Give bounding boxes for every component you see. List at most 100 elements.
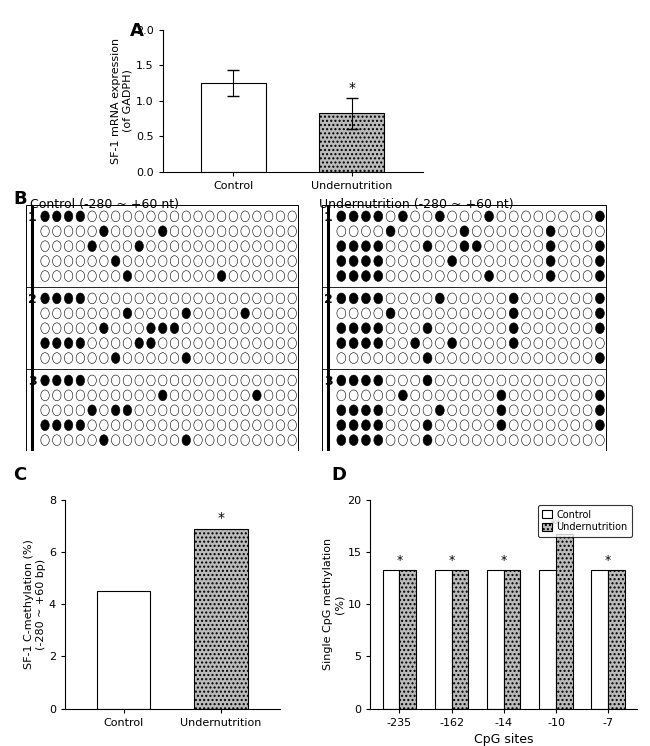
Ellipse shape [398,211,408,222]
Ellipse shape [595,271,604,281]
Ellipse shape [349,375,358,386]
Ellipse shape [436,211,444,222]
Ellipse shape [349,271,358,281]
Ellipse shape [53,420,61,430]
Ellipse shape [159,390,167,401]
Ellipse shape [510,323,518,333]
Ellipse shape [337,338,346,348]
Ellipse shape [64,338,73,348]
Ellipse shape [147,338,155,348]
Text: Undernutrition (-280 ~ +60 nt): Undernutrition (-280 ~ +60 nt) [318,198,514,210]
Bar [399,570,416,709]
Text: 3: 3 [28,375,36,388]
Ellipse shape [64,293,73,304]
Ellipse shape [595,256,604,266]
Ellipse shape [398,390,408,401]
Ellipse shape [546,271,555,281]
Ellipse shape [159,226,167,236]
Y-axis label: SF-1 C-methylation (%)
(-280 ~ +60 bp): SF-1 C-methylation (%) (-280 ~ +60 bp) [25,539,46,669]
Ellipse shape [374,405,383,416]
Ellipse shape [374,323,383,333]
Ellipse shape [361,241,370,251]
Ellipse shape [337,256,346,266]
X-axis label: CpG sites: CpG sites [474,733,534,746]
Ellipse shape [53,338,61,348]
Ellipse shape [349,405,358,416]
Text: *: * [605,554,611,567]
Ellipse shape [337,211,346,222]
Ellipse shape [64,420,73,430]
Ellipse shape [182,435,190,445]
Ellipse shape [53,211,61,222]
Ellipse shape [361,293,370,304]
Text: D: D [332,466,346,484]
Ellipse shape [374,338,383,348]
Text: Control (-280 ~ +60 nt): Control (-280 ~ +60 nt) [29,198,179,210]
Ellipse shape [99,323,108,333]
Ellipse shape [374,375,383,386]
Ellipse shape [374,211,383,222]
Ellipse shape [361,256,370,266]
Ellipse shape [159,323,167,333]
Text: C: C [13,466,26,484]
Ellipse shape [99,226,108,236]
Bar [487,570,504,709]
Ellipse shape [546,256,555,266]
Ellipse shape [349,338,358,348]
Ellipse shape [374,293,383,304]
Bar [504,570,521,709]
Ellipse shape [374,241,383,251]
Ellipse shape [241,308,250,319]
Ellipse shape [460,241,469,251]
Ellipse shape [595,293,604,304]
Ellipse shape [88,241,96,251]
Ellipse shape [423,375,432,386]
Text: 2: 2 [324,293,333,306]
Ellipse shape [76,375,85,386]
Ellipse shape [361,211,370,222]
Text: *: * [396,554,402,567]
Ellipse shape [473,241,481,251]
Text: 1: 1 [324,211,333,224]
Ellipse shape [349,323,358,333]
Ellipse shape [361,338,370,348]
Ellipse shape [337,241,346,251]
Ellipse shape [386,308,395,319]
Ellipse shape [41,211,49,222]
Ellipse shape [361,420,370,430]
Ellipse shape [497,420,506,430]
Ellipse shape [510,338,518,348]
Ellipse shape [76,293,85,304]
Ellipse shape [182,353,190,363]
Ellipse shape [423,353,432,363]
Text: 1: 1 [28,211,36,224]
Ellipse shape [53,293,61,304]
Ellipse shape [510,293,518,304]
Ellipse shape [111,405,120,416]
Text: *: * [500,554,507,567]
Bar [608,570,625,709]
Ellipse shape [337,405,346,416]
Ellipse shape [111,353,120,363]
Ellipse shape [111,256,120,266]
Ellipse shape [349,211,358,222]
Ellipse shape [349,241,358,251]
Ellipse shape [217,271,226,281]
Ellipse shape [88,405,96,416]
Ellipse shape [124,308,132,319]
Ellipse shape [374,271,383,281]
Ellipse shape [361,435,370,445]
Ellipse shape [41,375,49,386]
Ellipse shape [76,211,85,222]
Bar [435,570,452,709]
Bar [319,113,384,172]
Ellipse shape [64,211,73,222]
Ellipse shape [349,420,358,430]
Ellipse shape [76,420,85,430]
Ellipse shape [147,323,155,333]
Ellipse shape [374,435,383,445]
Bar [383,570,399,709]
Ellipse shape [595,323,604,333]
Ellipse shape [124,271,132,281]
Ellipse shape [485,211,493,222]
